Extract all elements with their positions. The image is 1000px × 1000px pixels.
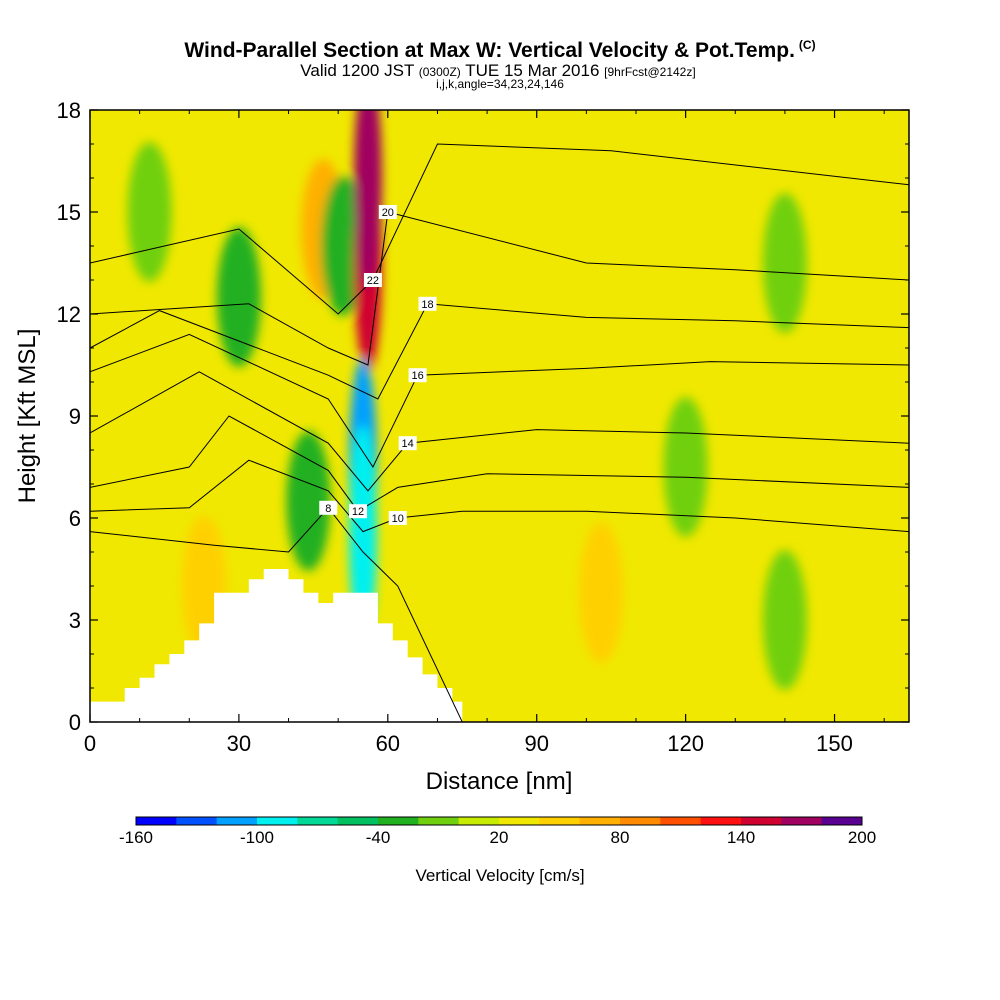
y-tick-label-3: 9 — [69, 404, 81, 429]
velocity-cell-12 — [663, 397, 708, 537]
velocity-cell-1 — [216, 227, 261, 367]
y-tick-label-2: 6 — [69, 506, 81, 531]
colorbar-swatch-2 — [216, 817, 258, 825]
y-tick-label-4: 12 — [57, 302, 81, 327]
x-axis-label: Distance [nm] — [426, 768, 573, 795]
colorbar-swatch-1 — [176, 817, 218, 825]
x-axis: 0 30 60 90 120 150 — [84, 110, 885, 756]
y-tick-label-6: 18 — [57, 98, 81, 123]
colorbar-tick-6: 200 — [848, 828, 876, 847]
isentrope-14 — [90, 371, 909, 492]
colorbar-swatch-6 — [378, 817, 419, 825]
y-tick-label-1: 3 — [69, 608, 81, 633]
isentrope-18 — [90, 303, 909, 400]
isentrope-20 — [90, 211, 909, 366]
x-tick-label-3: 90 — [524, 731, 548, 756]
colorbar-swatch-8 — [458, 817, 500, 825]
colorbar-swatch-11 — [579, 817, 621, 825]
colorbar-swatch-13 — [660, 817, 702, 825]
colorbar-swatch-16 — [781, 817, 823, 825]
colorbar-tick-0: -160 — [119, 828, 153, 847]
isentrope-label-bg-3 — [398, 436, 417, 451]
colorbar-swatch-4 — [297, 817, 339, 825]
colorbar-swatch-9 — [499, 817, 540, 825]
velocity-cell-0 — [127, 142, 172, 282]
velocity-cell-13 — [762, 550, 807, 690]
isentrope-10 — [90, 459, 909, 533]
isentrope-label-10: 10 — [392, 513, 404, 525]
x-tick-label-0: 0 — [84, 731, 96, 756]
y-axis-label: Height [Kft MSL] — [14, 329, 41, 504]
isentrope-label-20: 20 — [382, 207, 394, 219]
velocity-cell-3 — [321, 176, 366, 316]
isentrope-label-18: 18 — [421, 299, 433, 311]
velocity-cell-5 — [353, 110, 382, 288]
isentrope-label-bg-7 — [363, 273, 382, 287]
colorbar-swatch-14 — [700, 817, 742, 825]
colorbar-tick-3: 20 — [490, 828, 509, 847]
isentrope-label-bg-2 — [349, 504, 368, 519]
y-tick-label-0: 0 — [69, 710, 81, 735]
x-tick-label-1: 30 — [227, 731, 251, 756]
colorbar-swatch-10 — [539, 817, 581, 825]
colorbar-tick-4: 80 — [611, 828, 630, 847]
y-tick-label-5: 15 — [57, 200, 81, 225]
isentrope-label-bg-6 — [378, 205, 397, 219]
colorbar-swatch-3 — [257, 817, 298, 825]
chart-index-line: i,j,k,angle=34,23,24,146 — [436, 77, 564, 91]
isentrope-label-22: 22 — [367, 275, 379, 287]
colorbar-label: Vertical Velocity [cm/s] — [415, 866, 584, 885]
colorbar-swatch-12 — [620, 817, 661, 825]
chart-title: Wind-Parallel Section at Max W: Vertical… — [184, 38, 816, 62]
terrain-shape — [90, 569, 463, 722]
colorbar: -160 -100 -40 20 80 140 200 — [119, 816, 876, 847]
terrain-mask — [90, 569, 463, 722]
colorbar-tick-5: 140 — [727, 828, 755, 847]
isentrope-label-bg-5 — [418, 296, 437, 311]
isentrope-label-16: 16 — [411, 370, 423, 382]
colorbar-swatch-0 — [136, 817, 177, 825]
colorbar-swatch-5 — [337, 817, 379, 825]
copyright-mark: (C) — [798, 38, 816, 52]
colorbar-tick-1: -100 — [240, 828, 274, 847]
isentrope-label-8: 8 — [325, 503, 331, 515]
velocity-cell-7 — [349, 425, 377, 645]
colorbar-frame — [135, 816, 863, 826]
colorbar-swatch-17 — [821, 817, 863, 825]
isentrope-label-12: 12 — [352, 506, 364, 518]
colorbar-tick-2: -40 — [366, 828, 391, 847]
isentrope-label-14: 14 — [402, 438, 414, 450]
y-axis: 0 3 6 9 12 15 18 — [57, 98, 909, 735]
chart-subtitle: Valid 1200 JST (0300Z) TUE 15 Mar 2016 [… — [300, 61, 696, 80]
isentrope-label-bg-1 — [388, 511, 407, 525]
x-tick-label-5: 150 — [816, 731, 853, 756]
colorbar-swatch-15 — [741, 817, 782, 825]
isentrope-label-bg-4 — [408, 368, 427, 383]
velocity-cell-10 — [579, 522, 624, 663]
x-tick-label-4: 120 — [667, 731, 704, 756]
isentrope-label-bg-0 — [319, 500, 338, 515]
x-tick-label-2: 60 — [376, 731, 400, 756]
isentropes: 8 10 12 14 16 18 20 22 — [90, 143, 909, 722]
colorbar-swatch-7 — [418, 817, 460, 825]
velocity-cell-11 — [762, 193, 807, 333]
isentrope-16 — [90, 333, 909, 469]
